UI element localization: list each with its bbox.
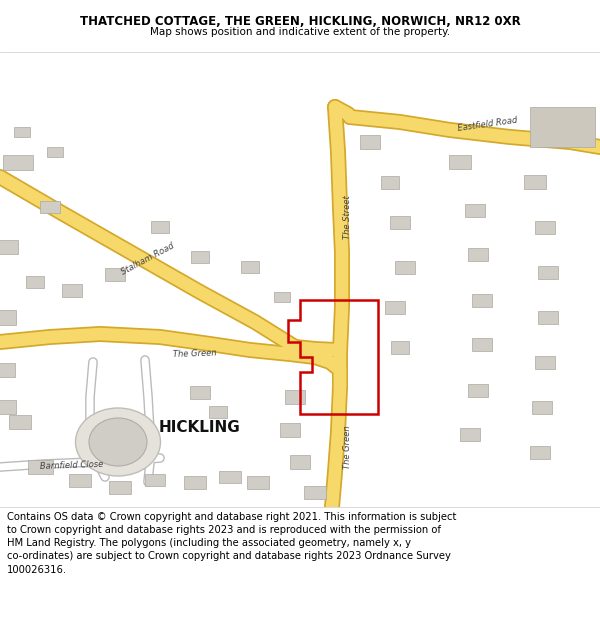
Bar bbox=[472, 338, 492, 351]
Bar bbox=[0, 400, 16, 414]
Bar bbox=[0, 240, 18, 254]
Bar bbox=[151, 221, 169, 233]
Bar bbox=[390, 216, 410, 229]
Bar bbox=[460, 428, 480, 441]
Bar bbox=[191, 251, 209, 263]
Text: THATCHED COTTAGE, THE GREEN, HICKLING, NORWICH, NR12 0XR: THATCHED COTTAGE, THE GREEN, HICKLING, N… bbox=[80, 14, 520, 28]
Bar bbox=[241, 261, 259, 273]
Text: The Green: The Green bbox=[173, 349, 217, 359]
Bar bbox=[209, 406, 227, 418]
Bar bbox=[219, 471, 241, 483]
Bar bbox=[109, 481, 131, 494]
Bar bbox=[465, 204, 485, 216]
Bar bbox=[472, 294, 492, 306]
Bar bbox=[538, 311, 558, 324]
Bar bbox=[280, 423, 300, 437]
Bar bbox=[69, 474, 91, 486]
Ellipse shape bbox=[76, 408, 161, 476]
Bar bbox=[530, 107, 595, 147]
Bar bbox=[524, 175, 546, 189]
Bar bbox=[105, 268, 125, 281]
Bar bbox=[190, 386, 210, 399]
Bar bbox=[530, 446, 550, 459]
Bar bbox=[468, 248, 488, 261]
Bar bbox=[290, 455, 310, 469]
Bar bbox=[26, 276, 44, 288]
Bar bbox=[14, 127, 30, 137]
Bar bbox=[468, 384, 488, 396]
Bar bbox=[535, 356, 555, 369]
Text: HICKLING: HICKLING bbox=[159, 419, 241, 434]
Ellipse shape bbox=[89, 418, 147, 466]
Text: The Street: The Street bbox=[343, 195, 353, 239]
Bar bbox=[0, 309, 16, 324]
Bar bbox=[304, 486, 326, 499]
Bar bbox=[381, 176, 399, 189]
Bar bbox=[360, 135, 380, 149]
Bar bbox=[184, 476, 206, 489]
Bar bbox=[532, 401, 552, 414]
Bar bbox=[145, 474, 165, 486]
Bar bbox=[385, 301, 405, 314]
Bar bbox=[247, 476, 269, 489]
Bar bbox=[391, 341, 409, 354]
Bar bbox=[40, 201, 60, 213]
Text: Eastfield Road: Eastfield Road bbox=[457, 116, 518, 132]
Bar bbox=[28, 460, 53, 474]
Bar bbox=[9, 415, 31, 429]
Bar bbox=[62, 284, 82, 296]
Text: Stalham Road: Stalham Road bbox=[120, 241, 176, 277]
Bar bbox=[274, 292, 290, 302]
Text: Map shows position and indicative extent of the property.: Map shows position and indicative extent… bbox=[150, 28, 450, 38]
Bar bbox=[47, 147, 63, 157]
Bar bbox=[0, 363, 15, 377]
Bar bbox=[535, 221, 555, 234]
Text: Contains OS data © Crown copyright and database right 2021. This information is : Contains OS data © Crown copyright and d… bbox=[7, 512, 457, 574]
Bar bbox=[538, 266, 558, 279]
Bar bbox=[3, 154, 33, 169]
Text: Barnfield Close: Barnfield Close bbox=[40, 459, 104, 471]
Bar bbox=[395, 261, 415, 274]
Bar bbox=[449, 155, 471, 169]
Text: The Green: The Green bbox=[343, 425, 353, 469]
Bar bbox=[285, 390, 305, 404]
